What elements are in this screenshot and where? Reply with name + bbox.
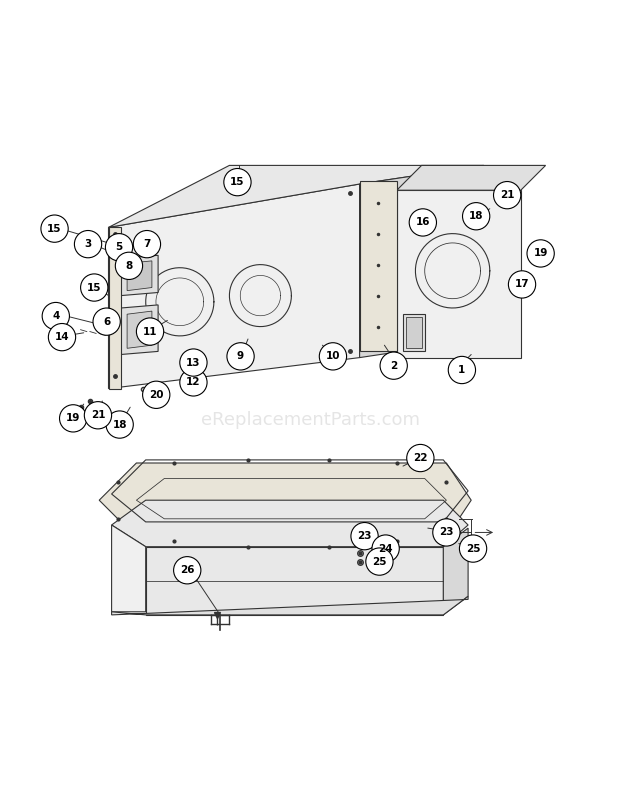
Text: 14: 14 bbox=[55, 332, 69, 342]
Circle shape bbox=[527, 240, 554, 267]
Text: 8: 8 bbox=[125, 261, 133, 271]
Text: 13: 13 bbox=[186, 358, 201, 367]
Text: 16: 16 bbox=[415, 217, 430, 228]
Circle shape bbox=[319, 342, 347, 370]
Text: 4: 4 bbox=[52, 311, 60, 321]
Polygon shape bbox=[360, 165, 484, 358]
Text: 25: 25 bbox=[466, 544, 480, 553]
Circle shape bbox=[41, 215, 68, 242]
Text: 25: 25 bbox=[372, 557, 387, 566]
Circle shape bbox=[224, 168, 251, 196]
Polygon shape bbox=[112, 525, 146, 612]
Circle shape bbox=[409, 209, 436, 236]
Polygon shape bbox=[397, 165, 546, 190]
Text: 23: 23 bbox=[439, 528, 454, 537]
Circle shape bbox=[81, 274, 108, 302]
Text: 17: 17 bbox=[515, 279, 529, 290]
Text: 21: 21 bbox=[500, 190, 515, 200]
Circle shape bbox=[74, 230, 102, 257]
Polygon shape bbox=[112, 500, 468, 547]
Polygon shape bbox=[146, 547, 443, 615]
Polygon shape bbox=[406, 318, 422, 348]
Text: 9: 9 bbox=[237, 351, 244, 362]
Polygon shape bbox=[360, 181, 397, 351]
Circle shape bbox=[105, 233, 133, 261]
Text: 3: 3 bbox=[84, 239, 92, 249]
Circle shape bbox=[133, 230, 161, 257]
Text: 5: 5 bbox=[115, 242, 123, 253]
Circle shape bbox=[180, 369, 207, 396]
Polygon shape bbox=[108, 228, 121, 389]
Circle shape bbox=[60, 405, 87, 432]
Circle shape bbox=[407, 444, 434, 472]
Circle shape bbox=[372, 535, 399, 562]
Circle shape bbox=[463, 203, 490, 230]
Text: 20: 20 bbox=[149, 390, 164, 400]
Polygon shape bbox=[443, 528, 468, 615]
Polygon shape bbox=[99, 463, 471, 537]
Text: 22: 22 bbox=[413, 453, 428, 463]
Circle shape bbox=[84, 402, 112, 429]
Polygon shape bbox=[127, 261, 152, 290]
Text: 18: 18 bbox=[112, 419, 127, 430]
Text: 15: 15 bbox=[230, 177, 245, 187]
Text: 2: 2 bbox=[390, 361, 397, 371]
Text: 23: 23 bbox=[357, 531, 372, 541]
Circle shape bbox=[143, 381, 170, 408]
Polygon shape bbox=[121, 305, 158, 354]
Text: 21: 21 bbox=[91, 411, 105, 420]
Circle shape bbox=[459, 535, 487, 562]
Circle shape bbox=[380, 352, 407, 379]
Circle shape bbox=[448, 356, 476, 383]
Circle shape bbox=[42, 302, 69, 330]
Text: 19: 19 bbox=[66, 413, 81, 423]
Text: 18: 18 bbox=[469, 211, 484, 221]
Circle shape bbox=[366, 548, 393, 575]
Circle shape bbox=[48, 323, 76, 350]
Circle shape bbox=[433, 519, 460, 546]
Polygon shape bbox=[108, 184, 360, 389]
Circle shape bbox=[174, 557, 201, 584]
Polygon shape bbox=[127, 311, 152, 348]
Polygon shape bbox=[397, 190, 521, 358]
Circle shape bbox=[508, 271, 536, 298]
Circle shape bbox=[93, 308, 120, 335]
Text: 11: 11 bbox=[143, 326, 157, 337]
Circle shape bbox=[180, 349, 207, 376]
Polygon shape bbox=[121, 255, 158, 296]
Text: eReplacementParts.com: eReplacementParts.com bbox=[200, 411, 420, 428]
Text: 15: 15 bbox=[47, 224, 62, 233]
Circle shape bbox=[115, 252, 143, 279]
Circle shape bbox=[106, 411, 133, 438]
Circle shape bbox=[351, 523, 378, 550]
Text: 12: 12 bbox=[186, 378, 201, 387]
Polygon shape bbox=[112, 597, 468, 615]
Text: 7: 7 bbox=[143, 239, 151, 249]
Text: 1: 1 bbox=[458, 365, 466, 375]
Text: 6: 6 bbox=[103, 317, 110, 326]
Text: 15: 15 bbox=[87, 282, 102, 293]
Text: 26: 26 bbox=[180, 565, 195, 575]
Text: 24: 24 bbox=[378, 544, 393, 553]
Circle shape bbox=[136, 318, 164, 345]
Polygon shape bbox=[108, 165, 484, 228]
Circle shape bbox=[494, 181, 521, 209]
Circle shape bbox=[227, 342, 254, 370]
Polygon shape bbox=[403, 314, 425, 351]
Text: 10: 10 bbox=[326, 351, 340, 362]
Text: 19: 19 bbox=[533, 249, 548, 258]
